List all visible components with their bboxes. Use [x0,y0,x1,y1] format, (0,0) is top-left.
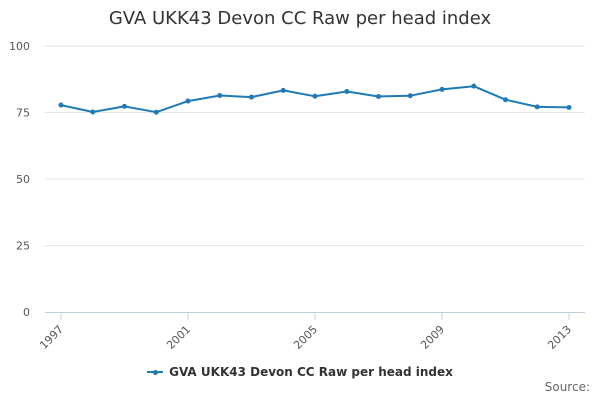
data-point [439,86,445,92]
data-point [376,94,381,100]
y-tick-label: 25 [16,240,30,253]
series-layer [58,83,572,115]
y-tick-label: 75 [16,107,30,120]
chart-title: GVA UKK43 Devon CC Raw per head index [108,8,492,29]
data-point [90,109,96,115]
legend-line-marker-icon [147,369,164,375]
data-point [503,97,508,103]
data-point [471,83,477,89]
data-point [534,104,540,110]
y-tick-label: 100 [9,40,30,53]
data-point [58,102,64,108]
data-point [185,98,191,104]
x-tick-label: 2013 [545,323,574,352]
y-axis-tick-labels: 0 25 50 75 100 [9,40,30,319]
source-credit[interactable]: Source: [544,380,590,394]
data-point [217,92,223,98]
data-point [344,88,350,94]
x-tick-label: 1997 [37,323,66,352]
data-point [249,94,254,100]
data-point [312,93,318,99]
y-tick-label: 0 [23,306,30,319]
data-point [566,104,572,110]
legend[interactable]: GVA UKK43 Devon CC Raw per head index [0,365,600,379]
series-line [60,85,570,114]
data-point [122,103,127,109]
legend-series-label[interactable]: GVA UKK43 Devon CC Raw per head index [169,365,453,379]
data-point [280,87,286,93]
x-tick-label: 2009 [418,323,447,352]
data-point [153,109,159,115]
x-axis: 1997 2001 2005 2009 2013 [37,312,585,352]
x-tick-label: 2001 [164,323,193,352]
y-tick-label: 50 [16,173,30,186]
data-point [407,93,413,99]
grid-lines [45,45,585,246]
x-tick-label: 2005 [291,323,320,352]
